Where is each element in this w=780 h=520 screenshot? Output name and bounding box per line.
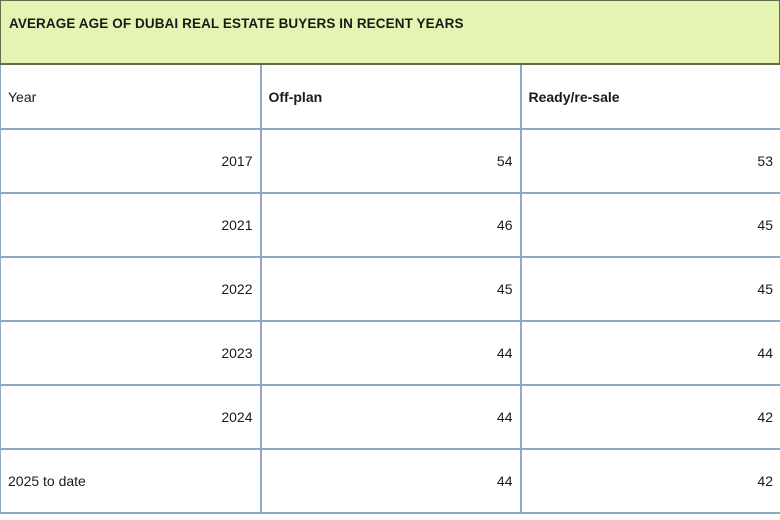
header-row: Year Off-plan Ready/re-sale — [0, 65, 780, 130]
table-title: AVERAGE AGE OF DUBAI REAL ESTATE BUYERS … — [9, 16, 464, 31]
header-off-plan: Off-plan — [259, 65, 521, 130]
title-band: AVERAGE AGE OF DUBAI REAL ESTATE BUYERS … — [0, 0, 780, 65]
year-cell: 2022 — [0, 257, 261, 322]
header-year: Year — [0, 65, 261, 130]
ready-resale-cell: 45 — [519, 193, 780, 258]
ready-resale-cell: 53 — [519, 129, 780, 194]
table-row: 2023 44 44 — [0, 321, 780, 386]
table-row: 2021 46 45 — [0, 193, 780, 258]
year-cell: 2024 — [0, 385, 261, 450]
off-plan-cell: 45 — [259, 257, 521, 322]
ready-resale-cell: 45 — [519, 257, 780, 322]
table-row: 2025 to date 44 42 — [0, 449, 780, 514]
ready-resale-cell: 42 — [519, 385, 780, 450]
ready-resale-cell: 42 — [519, 449, 780, 514]
year-cell: 2023 — [0, 321, 261, 386]
table-row: 2017 54 53 — [0, 129, 780, 194]
off-plan-cell: 44 — [259, 321, 521, 386]
year-cell: 2021 — [0, 193, 261, 258]
off-plan-cell: 44 — [259, 449, 521, 514]
data-table: Year Off-plan Ready/re-sale 2017 54 53 2… — [0, 65, 780, 514]
off-plan-cell: 46 — [259, 193, 521, 258]
table-row: 2022 45 45 — [0, 257, 780, 322]
year-cell: 2025 to date — [0, 449, 261, 514]
header-ready-resale: Ready/re-sale — [519, 65, 780, 130]
year-cell: 2017 — [0, 129, 261, 194]
table-row: 2024 44 42 — [0, 385, 780, 450]
ready-resale-cell: 44 — [519, 321, 780, 386]
off-plan-cell: 44 — [259, 385, 521, 450]
off-plan-cell: 54 — [259, 129, 521, 194]
